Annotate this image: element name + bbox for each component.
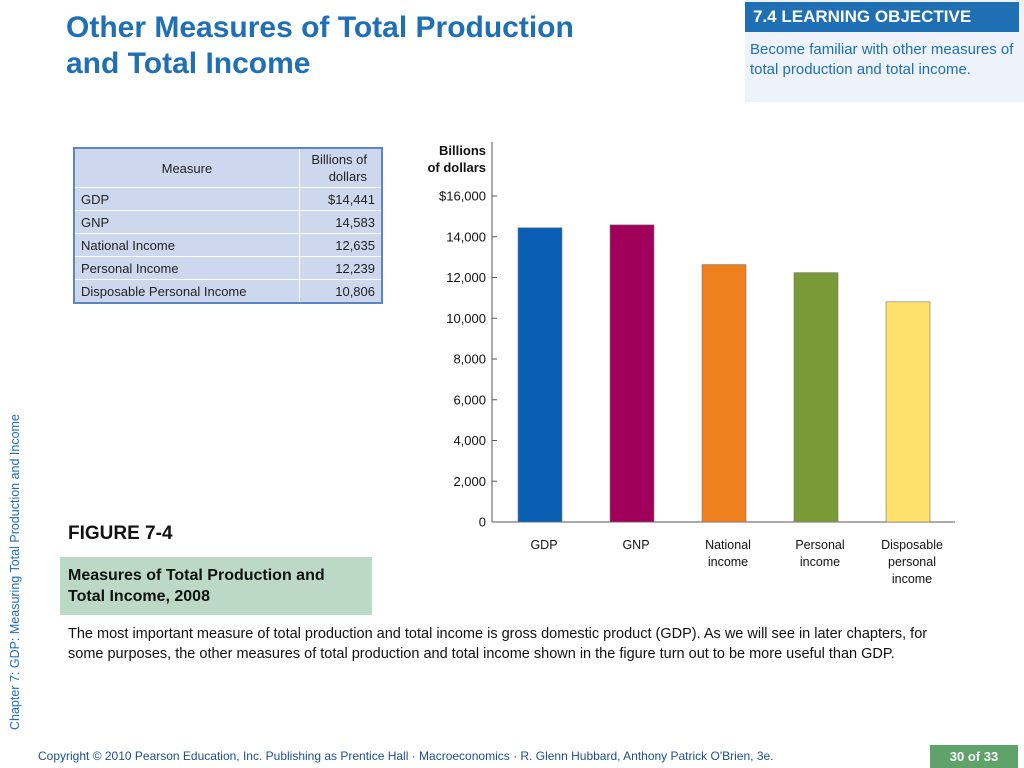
learning-objective-heading: 7.4 LEARNING OBJECTIVE [745,2,1019,32]
chapter-side-label: Chapter 7: GDP: Measuring Total Producti… [8,414,22,730]
x-tick-label: GDP [530,538,557,552]
table-cell-value: $14,441 [298,187,383,211]
y-tick-label: 12,000 [446,270,486,285]
y-axis-label: Billions [439,143,486,158]
bar [701,264,747,523]
y-tick-label: $16,000 [439,189,486,204]
table-cell-measure: GNP [73,210,300,234]
y-tick-label: 10,000 [446,311,486,326]
table-cell-measure: National Income [73,233,300,257]
y-tick-label: 6,000 [453,392,486,407]
value-column-header: Billions of dollars [298,147,383,188]
x-tick-label: personal [888,555,936,569]
x-tick-label: National [705,538,751,552]
table-header-row: Measure Billions of dollars [73,147,383,188]
y-tick-label: 14,000 [446,229,486,244]
x-tick-label: Disposable [881,538,943,552]
table-cell-measure: Disposable Personal Income [73,279,300,304]
table-row: GNP 14,583 [73,210,383,234]
bar [609,224,655,523]
x-tick-label: income [892,572,932,586]
bar [793,272,839,523]
bar [517,227,563,523]
table-row: Personal Income 12,239 [73,256,383,280]
bar-chart: Billions of dollars 0 2,000 4,000 6,000 8,000 1… [427,142,955,586]
table-cell-value: 14,583 [298,210,383,234]
table-cell-measure: Personal Income [73,256,300,280]
table-cell-measure: GDP [73,187,300,211]
table-row: National Income 12,635 [73,233,383,257]
y-tick-label: 0 [479,515,486,530]
page-indicator: 30 of 33 [930,745,1018,768]
x-tick-label: GNP [622,538,649,552]
measure-column-header: Measure [73,147,300,188]
figure-number: FIGURE 7-4 [68,523,173,544]
y-tick-label: 4,000 [453,433,486,448]
x-tick-label: income [800,555,840,569]
y-tick-label: 2,000 [453,474,486,489]
figure-caption: Measures of Total Production and Total I… [60,557,372,615]
table-row: Disposable Personal Income 10,806 [73,279,383,304]
learning-objective-text: Become familiar with other measures of t… [750,41,1014,78]
y-axis-label: of dollars [427,160,486,175]
table-cell-value: 12,635 [298,233,383,257]
measures-table: Measure Billions of dollars GDP $14,441 … [73,147,383,304]
y-tick-label: 8,000 [453,352,486,367]
x-tick-label: Personal [795,538,844,552]
slide-title: Other Measures of Total Production and T… [66,11,574,80]
table-cell-value: 12,239 [298,256,383,280]
bar [885,301,931,523]
table-row: GDP $14,441 [73,187,383,211]
figure-description: The most important measure of total prod… [68,626,928,662]
table-cell-value: 10,806 [298,279,383,304]
copyright-footer: Copyright © 2010 Pearson Education, Inc.… [38,749,774,763]
x-tick-label: income [708,555,748,569]
